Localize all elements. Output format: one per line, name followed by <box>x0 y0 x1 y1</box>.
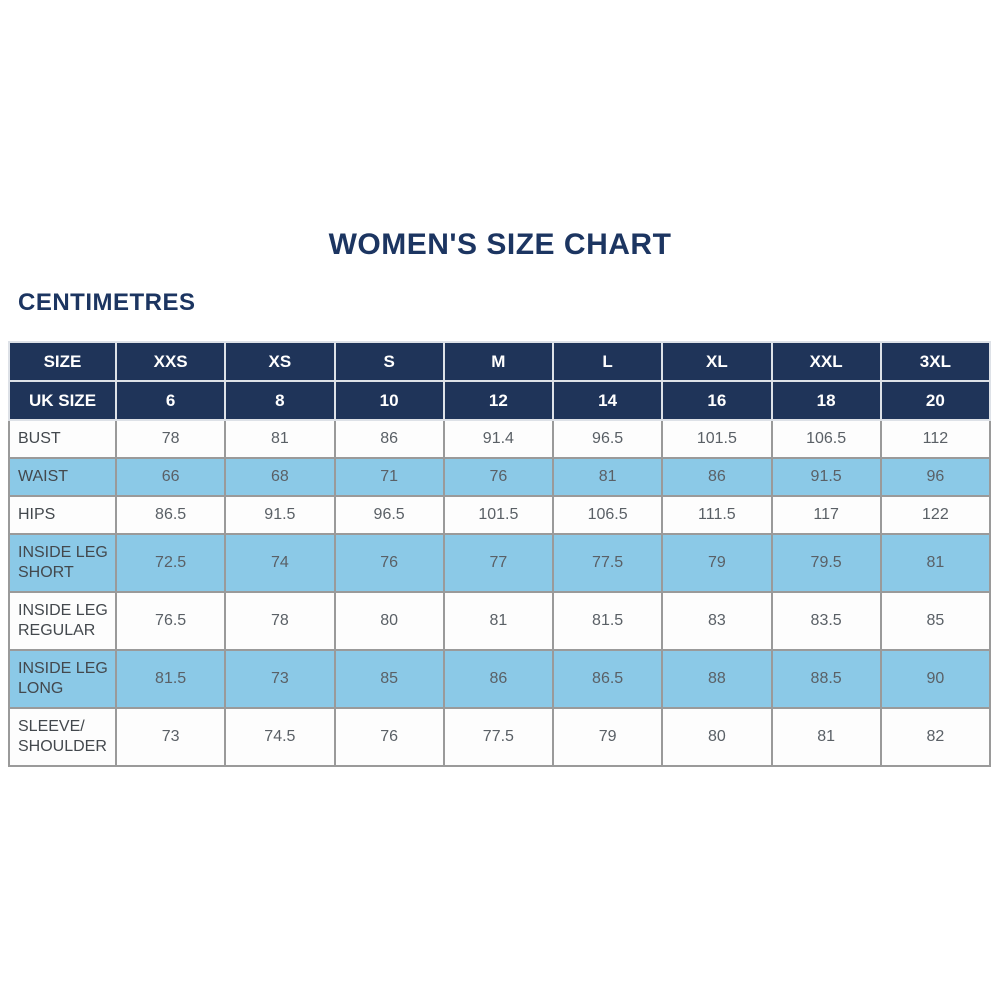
header-value-cell: 14 <box>551 380 664 421</box>
header-value-cell: 16 <box>661 380 773 421</box>
row-label-cell: BUST <box>8 419 117 459</box>
table-header-row: UK SIZE 6 8 10 12 14 16 18 20 <box>8 380 992 421</box>
page-title: WOMEN'S SIZE CHART <box>328 228 672 261</box>
table-row: BUST 78 81 86 91.4 96.5 101.5 106.5 112 <box>8 419 992 459</box>
value-cell: 81 <box>442 591 555 651</box>
value-cell: 111.5 <box>661 495 773 535</box>
value-cell: 80 <box>333 591 445 651</box>
header-value-cell: 18 <box>770 380 882 421</box>
header-value-cell: 10 <box>333 380 445 421</box>
value-cell: 78 <box>114 419 227 459</box>
value-cell: 112 <box>879 419 992 459</box>
row-label-cell: INSIDE LEG LONG <box>8 649 117 709</box>
header-value-cell: XL <box>661 341 773 382</box>
value-cell: 86 <box>661 457 773 497</box>
value-cell: 101.5 <box>661 419 773 459</box>
header-value-cell: XXS <box>114 341 227 382</box>
row-label-cell: HIPS <box>8 495 117 535</box>
value-cell: 83.5 <box>770 591 882 651</box>
table-row: SLEEVE/ SHOULDER 73 74.5 76 77.5 79 80 81 82 <box>8 707 992 767</box>
value-cell: 80 <box>661 707 773 767</box>
value-cell: 82 <box>879 707 992 767</box>
value-cell: 73 <box>224 649 336 709</box>
value-cell: 76 <box>442 457 555 497</box>
value-cell: 77 <box>442 533 555 593</box>
value-cell: 79.5 <box>770 533 882 593</box>
value-cell: 81 <box>551 457 664 497</box>
value-cell: 91.5 <box>770 457 882 497</box>
table-row: INSIDE LEG REGULAR 76.5 78 80 81 81.5 83 83.5 85 <box>8 591 992 651</box>
value-cell: 81 <box>224 419 336 459</box>
value-cell: 86 <box>333 419 445 459</box>
value-cell: 106.5 <box>770 419 882 459</box>
value-cell: 81 <box>879 533 992 593</box>
value-cell: 101.5 <box>442 495 555 535</box>
value-cell: 81.5 <box>551 591 664 651</box>
header-value-cell: 20 <box>879 380 992 421</box>
table-head: SIZE XXS XS S M L XL XXL 3XL UK SIZE 6 8 10 12 14 16 18 2… <box>8 341 992 421</box>
value-cell: 71 <box>333 457 445 497</box>
header-value-cell: XXL <box>770 341 882 382</box>
value-cell: 78 <box>224 591 336 651</box>
value-cell: 85 <box>333 649 445 709</box>
table-row: INSIDE LEG LONG 81.5 73 85 86 86.5 88 88.5 90 <box>8 649 992 709</box>
value-cell: 81.5 <box>114 649 227 709</box>
value-cell: 77.5 <box>442 707 555 767</box>
value-cell: 88 <box>661 649 773 709</box>
table-row: INSIDE LEG SHORT 72.5 74 76 77 77.5 79 79.5 81 <box>8 533 992 593</box>
header-value-cell: 12 <box>442 380 555 421</box>
value-cell: 91.5 <box>224 495 336 535</box>
row-label-cell: WAIST <box>8 457 117 497</box>
row-label-cell: INSIDE LEG SHORT <box>8 533 117 593</box>
value-cell: 74.5 <box>224 707 336 767</box>
row-label-cell: INSIDE LEG REGULAR <box>8 591 117 651</box>
value-cell: 81 <box>770 707 882 767</box>
value-cell: 117 <box>770 495 882 535</box>
units-subtitle: CENTIMETRES <box>18 289 196 316</box>
value-cell: 86 <box>442 649 555 709</box>
header-label-cell: SIZE <box>8 341 117 382</box>
value-cell: 79 <box>551 707 664 767</box>
value-cell: 73 <box>114 707 227 767</box>
value-cell: 91.4 <box>442 419 555 459</box>
row-label-cell: SLEEVE/ SHOULDER <box>8 707 117 767</box>
table-header-row: SIZE XXS XS S M L XL XXL 3XL <box>8 341 992 382</box>
header-value-cell: 3XL <box>879 341 992 382</box>
value-cell: 74 <box>224 533 336 593</box>
value-cell: 86.5 <box>114 495 227 535</box>
value-cell: 96.5 <box>333 495 445 535</box>
value-cell: 106.5 <box>551 495 664 535</box>
value-cell: 72.5 <box>114 533 227 593</box>
size-table: SIZE XXS XS S M L XL XXL 3XL UK SIZE 6 8 10 12 14 16 18 2… <box>8 341 992 767</box>
header-value-cell: 6 <box>114 380 227 421</box>
value-cell: 76 <box>333 707 445 767</box>
header-value-cell: 8 <box>224 380 336 421</box>
value-cell: 79 <box>661 533 773 593</box>
value-cell: 90 <box>879 649 992 709</box>
header-label-cell: UK SIZE <box>8 380 117 421</box>
value-cell: 68 <box>224 457 336 497</box>
value-cell: 88.5 <box>770 649 882 709</box>
header-value-cell: XS <box>224 341 336 382</box>
value-cell: 83 <box>661 591 773 651</box>
value-cell: 76 <box>333 533 445 593</box>
header-value-cell: L <box>551 341 664 382</box>
value-cell: 96 <box>879 457 992 497</box>
value-cell: 85 <box>879 591 992 651</box>
value-cell: 66 <box>114 457 227 497</box>
value-cell: 86.5 <box>551 649 664 709</box>
value-cell: 77.5 <box>551 533 664 593</box>
value-cell: 76.5 <box>114 591 227 651</box>
table-row: WAIST 66 68 71 76 81 86 91.5 96 <box>8 457 992 497</box>
header-value-cell: M <box>442 341 555 382</box>
table-body: BUST 78 81 86 91.4 96.5 101.5 106.5 112 WAIST 66 68… <box>8 419 992 767</box>
header-value-cell: S <box>333 341 445 382</box>
value-cell: 122 <box>879 495 992 535</box>
table-row: HIPS 86.5 91.5 96.5 101.5 106.5 111.5 117 122 <box>8 495 992 535</box>
value-cell: 96.5 <box>551 419 664 459</box>
